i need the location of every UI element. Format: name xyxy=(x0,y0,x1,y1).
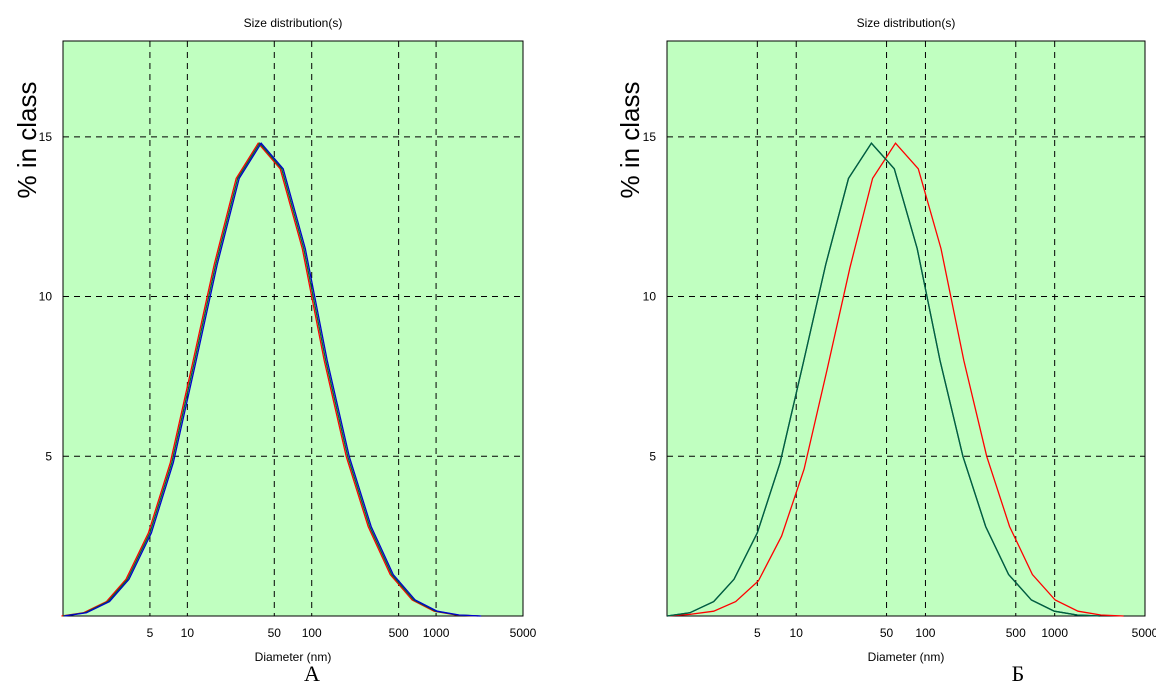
x-tick-label: 5000 xyxy=(510,626,537,640)
x-tick-label: 100 xyxy=(915,626,935,640)
y-axis-label: % in class xyxy=(12,81,42,198)
x-tick-label: 10 xyxy=(181,626,195,640)
plot-area xyxy=(667,41,1145,616)
chart-title: Size distribution(s) xyxy=(857,16,956,30)
chart-title: Size distribution(s) xyxy=(244,16,343,30)
x-tick-label: 1000 xyxy=(1041,626,1068,640)
y-tick-label: 5 xyxy=(649,449,656,463)
x-tick-label: 5000 xyxy=(1132,626,1156,640)
panel-label: Б xyxy=(1012,661,1025,682)
x-tick-label: 1000 xyxy=(423,626,450,640)
x-tick-label: 5 xyxy=(147,626,154,640)
panel-label: А xyxy=(304,661,320,682)
x-axis-label: Diameter (nm) xyxy=(868,650,945,664)
x-tick-label: 500 xyxy=(1006,626,1026,640)
y-tick-label: 10 xyxy=(643,290,657,304)
x-tick-label: 50 xyxy=(880,626,894,640)
chart-panel-b: Size distribution(s) 5 10 50 100 500 1000 5000… xyxy=(615,16,1156,682)
x-tick-label: 500 xyxy=(389,626,409,640)
y-axis-label: % in class xyxy=(615,81,645,198)
y-tick-label: 10 xyxy=(39,290,53,304)
plot-area xyxy=(63,41,523,616)
x-tick-label: 100 xyxy=(302,626,322,640)
chart-panel-a: Size distribution(s) 5 10 50 100 500 1000 5000… xyxy=(12,16,537,682)
x-tick-label: 5 xyxy=(754,626,761,640)
x-tick-label: 10 xyxy=(790,626,804,640)
y-tick-label: 5 xyxy=(45,449,52,463)
x-tick-label: 50 xyxy=(268,626,282,640)
